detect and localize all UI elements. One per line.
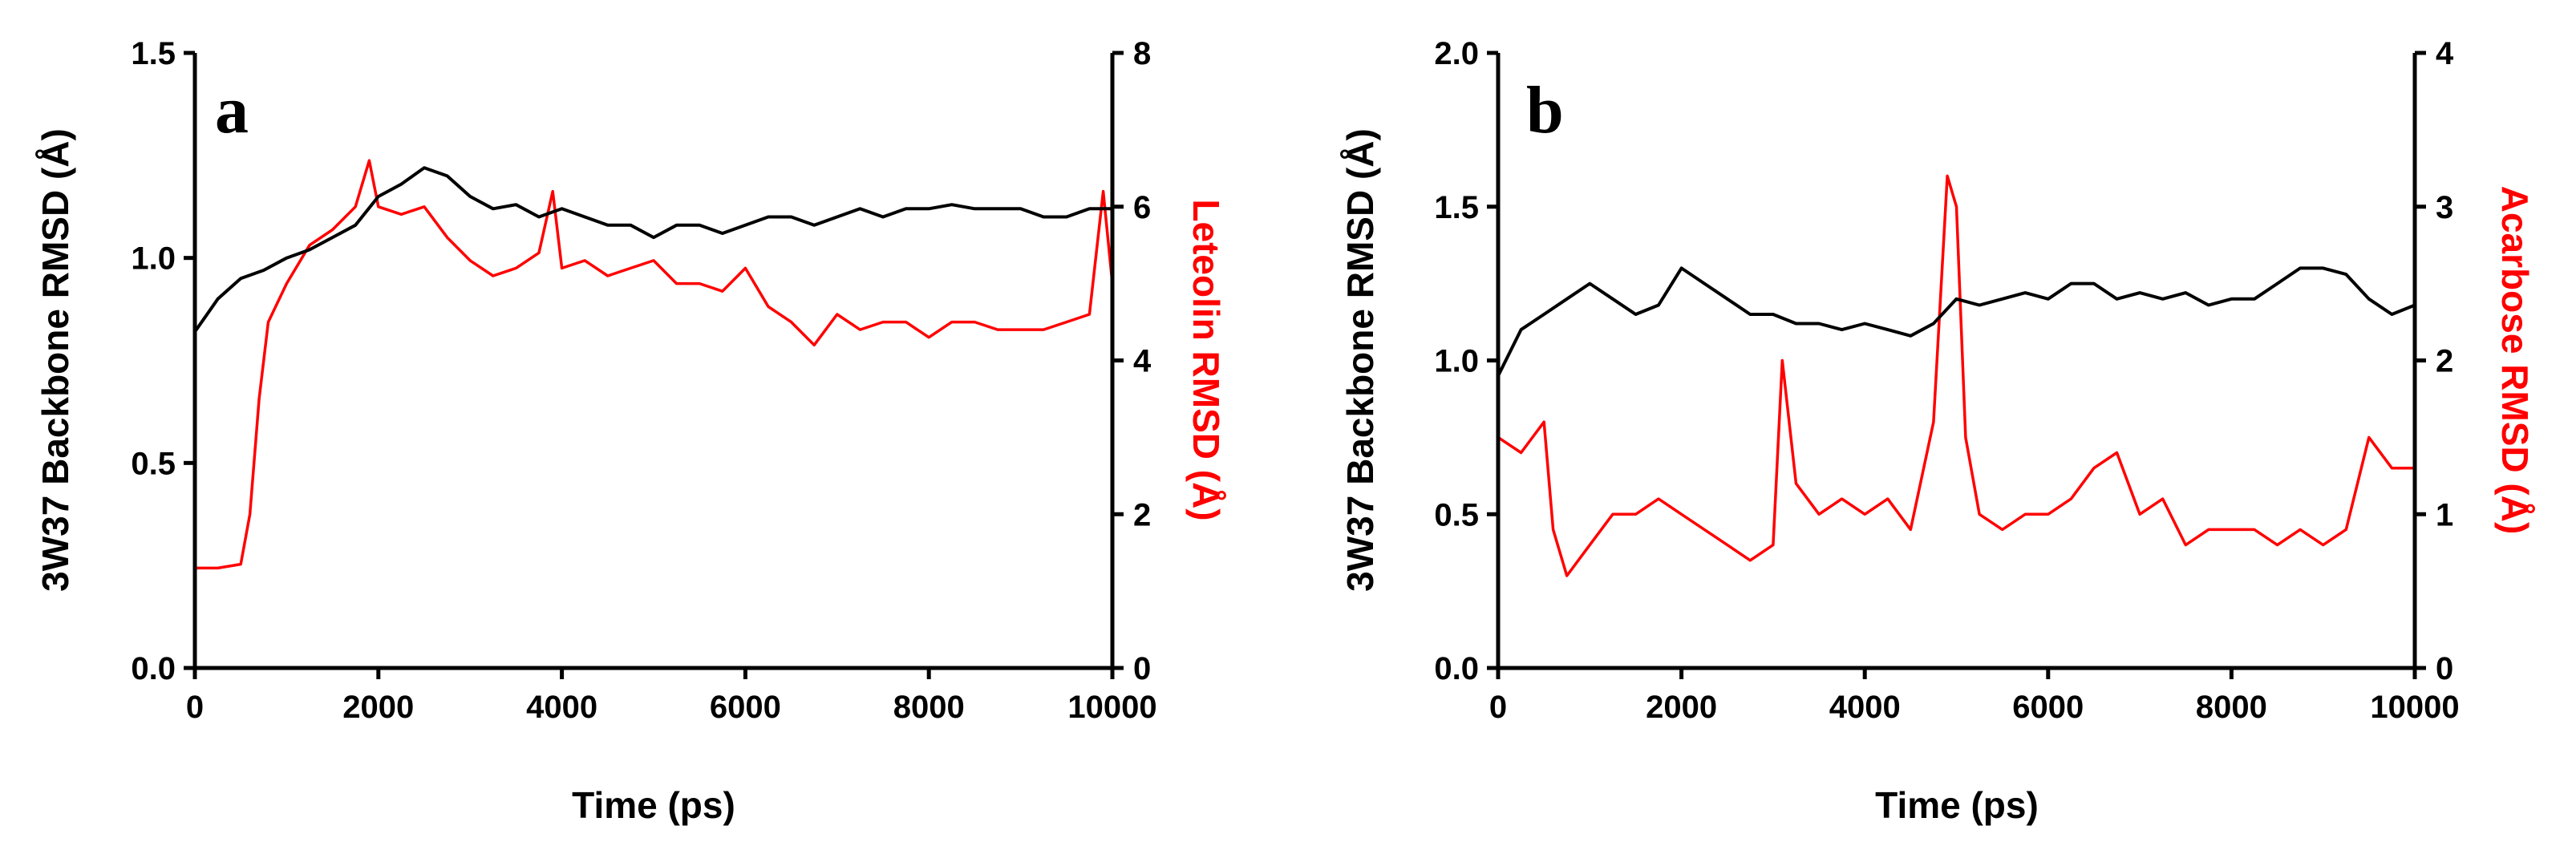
- panel-a-right-axis-title: Leteolin RMSD (Å): [1185, 199, 1227, 520]
- panel-a-x-tick-label: 6000: [710, 690, 781, 725]
- panel-b-left-tick-label: 0.0: [1434, 651, 1479, 686]
- panel-b-plot-area: [1497, 174, 2416, 577]
- panel-b-right-axis-title: Acarbose RMSD (Å): [2494, 186, 2536, 535]
- panel-a-x-ticks: 0 2000 4000 6000 8000 10000: [186, 668, 1157, 725]
- panel-b-left-axis-title: 3W37 Backbone RMSD (Å): [1339, 128, 1381, 592]
- panel-a-left-tick-label: 0.0: [131, 651, 176, 686]
- panel-b-left-tick-label: 1.0: [1434, 344, 1479, 379]
- panel-a-left-axis-title: 3W37 Backbone RMSD (Å): [34, 128, 76, 592]
- panel-a-right-tick-label: 0: [1133, 651, 1151, 686]
- panel-a-left-tick-label: 0.5: [131, 446, 176, 481]
- panel-a-right-tick-label: 8: [1133, 36, 1151, 71]
- panel-a-right-tick-label: 6: [1133, 190, 1151, 225]
- panel-a-x-axis-title: Time (ps): [572, 784, 735, 826]
- panel-b-left-ticks: 0.0 0.5 1.0 1.5 2.0: [1434, 36, 1498, 686]
- panel-b-series-ligand-rmsd: [1497, 174, 2415, 577]
- panel-b-left-tick-label: 2.0: [1434, 36, 1479, 71]
- panel-a-right-ticks: 0 2 4 6 8: [1112, 36, 1152, 686]
- panel-a-x-tick-label: 8000: [893, 690, 965, 725]
- panel-b-right-tick-label: 2: [2436, 344, 2453, 379]
- panel-a-left-tick-label: 1.5: [131, 36, 176, 71]
- panel-a-plot-area: [193, 159, 1114, 570]
- panel-a-right-tick-label: 4: [1133, 344, 1152, 379]
- panel-b-x-tick-label: 8000: [2196, 690, 2267, 725]
- panel-b-series-backbone-rmsd: [1497, 266, 2416, 377]
- panel-b-x-tick-label: 10000: [2370, 690, 2459, 725]
- panel-a-right-tick-label: 2: [1133, 497, 1151, 532]
- panel-b-left-tick-label: 1.5: [1434, 190, 1479, 225]
- panel-a-letter: a: [215, 73, 249, 148]
- panel-a-x-tick-label: 0: [186, 690, 204, 725]
- panel-b-letter: b: [1526, 73, 1564, 148]
- panel-b-right-tick-label: 1: [2436, 497, 2453, 532]
- panel-b: 0 2000 4000 6000 8000 10000 0.0 0.5 1.0 1.5 2.0 0…: [1339, 36, 2536, 826]
- panel-a-x-tick-label: 4000: [526, 690, 597, 725]
- panel-b-right-ticks: 0 1 2 3 4: [2415, 36, 2454, 686]
- panel-b-right-tick-label: 3: [2436, 190, 2453, 225]
- panel-b-x-tick-label: 4000: [1829, 690, 1901, 725]
- panel-a-series-ligand-rmsd: [195, 159, 1114, 570]
- panel-a-series-backbone-rmsd: [193, 166, 1112, 333]
- panel-a-left-tick-label: 1.0: [131, 241, 176, 277]
- panel-b-x-ticks: 0 2000 4000 6000 8000 10000: [1489, 668, 2460, 725]
- panel-a-left-ticks: 0.0 0.5 1.0 1.5: [131, 36, 195, 686]
- panel-b-left-tick-label: 0.5: [1434, 497, 1479, 532]
- panel-b-x-tick-label: 6000: [2012, 690, 2084, 725]
- panel-a: 0 2000 4000 6000 8000 10000 0.0 0.5 1.0 1.5 0 2 4 6…: [34, 36, 1227, 826]
- panel-b-x-tick-label: 2000: [1646, 690, 1717, 725]
- panel-a-x-tick-label: 10000: [1067, 690, 1156, 725]
- panel-b-x-tick-label: 0: [1489, 690, 1507, 725]
- panel-a-x-tick-label: 2000: [342, 690, 414, 725]
- panel-b-right-tick-label: 0: [2436, 651, 2453, 686]
- panel-b-x-axis-title: Time (ps): [1875, 784, 2039, 826]
- panel-b-right-tick-label: 4: [2436, 36, 2454, 71]
